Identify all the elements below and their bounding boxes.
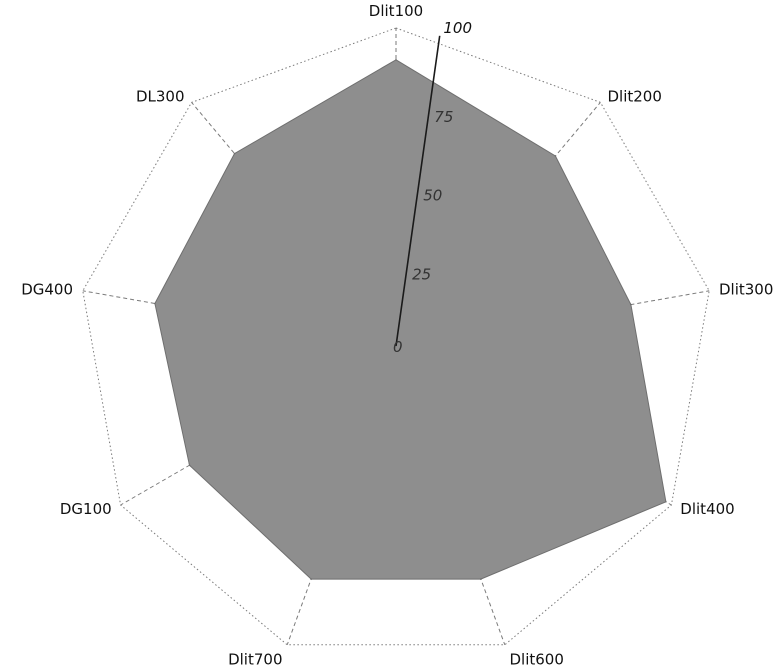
- tick-label-0: 0: [393, 338, 403, 356]
- category-label-dg400: DG400: [21, 280, 73, 298]
- category-label-dlit400: Dlit400: [680, 500, 734, 518]
- label-layer: Dlit100 Dlit200 Dlit300 Dlit400 Dlit600 Dlit7…: [21, 2, 773, 668]
- category-label-dl300: DL300: [136, 87, 185, 105]
- data-point-dlit700: [310, 578, 313, 580]
- tick-label-100: 100: [443, 19, 472, 37]
- category-label-dlit600: Dlit600: [510, 650, 564, 668]
- data-point-dl300: [233, 152, 236, 155]
- category-label-dlit100: Dlit100: [369, 2, 423, 20]
- value-axis-line: [395, 35, 441, 347]
- data-point-dlit300: [630, 303, 632, 306]
- category-label-dlit200: Dlit200: [608, 87, 662, 105]
- data-point-dg100: [188, 464, 191, 467]
- category-label-dlit300: Dlit300: [719, 280, 773, 298]
- category-label-dlit700: Dlit700: [228, 650, 282, 668]
- category-label-dg100: DG100: [60, 500, 112, 518]
- data-point-dg400: [154, 302, 156, 305]
- tick-label-25: 25: [412, 265, 431, 283]
- tick-label-75: 75: [434, 108, 453, 126]
- value-axis-layer: 0 25 50 75 100: [393, 19, 472, 356]
- data-area-layer: [154, 59, 667, 580]
- data-point-dlit100: [395, 59, 397, 61]
- tick-label-50: 50: [423, 187, 442, 205]
- series-0-area: [154, 59, 667, 580]
- data-point-dlit400: [665, 501, 667, 503]
- data-point-dlit600: [480, 578, 482, 580]
- data-point-dlit200: [554, 155, 557, 157]
